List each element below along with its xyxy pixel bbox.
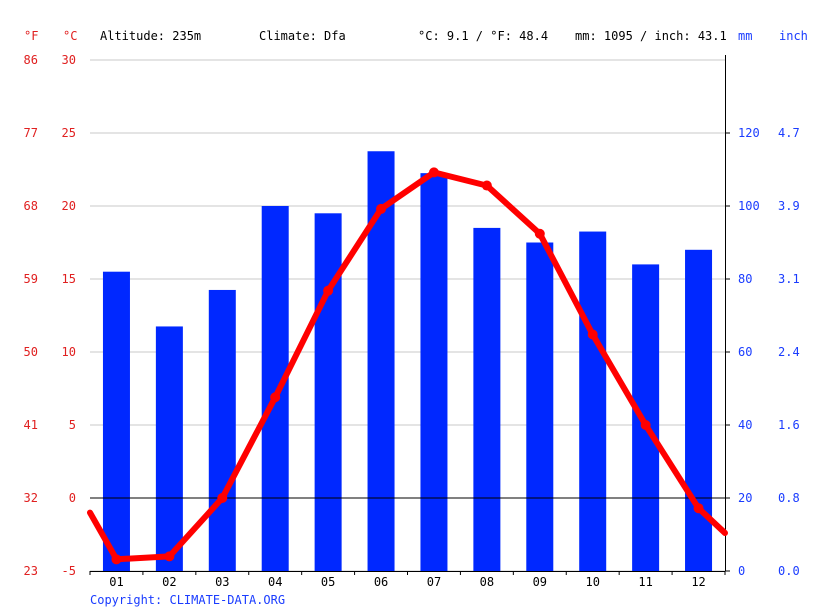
tick-c-3: 10 <box>62 345 76 359</box>
month-label-10: 10 <box>585 575 599 589</box>
tick-f-0: 23 <box>24 564 38 578</box>
tick-c-7: 30 <box>62 53 76 67</box>
precipitation-bars <box>102 151 713 572</box>
temp-point-04 <box>270 392 281 403</box>
temp-point-08 <box>481 180 492 191</box>
temp-point-10 <box>587 329 598 340</box>
month-label-12: 12 <box>691 575 705 589</box>
tick-mm-1: 20 <box>738 491 752 505</box>
temp-point-01 <box>111 554 122 565</box>
tick-inch-5: 3.9 <box>778 199 800 213</box>
precip-bar-07 <box>420 173 448 571</box>
axes <box>89 55 730 575</box>
grid-lines <box>90 59 725 572</box>
tick-inch-4: 3.1 <box>778 272 800 286</box>
tick-mm-3: 60 <box>738 345 752 359</box>
inch-unit-label: inch <box>779 29 808 43</box>
month-label-06: 06 <box>374 575 388 589</box>
tick-c-0: -5 <box>62 564 76 578</box>
month-label-08: 08 <box>480 575 494 589</box>
temp-point-05 <box>323 285 334 296</box>
tick-c-6: 25 <box>62 126 76 140</box>
fahrenheit-unit-label: °F <box>24 29 38 43</box>
tick-inch-2: 1.6 <box>778 418 800 432</box>
precip-bar-11 <box>632 264 660 571</box>
temp-point-06 <box>376 203 387 214</box>
precip-bar-12 <box>685 249 713 572</box>
avg-temp-label: °C: 9.1 / °F: 48.4 <box>418 29 548 43</box>
precip-bar-09 <box>526 242 554 571</box>
copyright-link[interactable]: Copyright: CLIMATE-DATA.ORG <box>90 593 285 607</box>
precip-bar-04 <box>261 206 289 571</box>
precip-bar-08 <box>473 227 501 571</box>
month-label-01: 01 <box>109 575 123 589</box>
month-label-11: 11 <box>638 575 652 589</box>
precip-bar-05 <box>314 213 342 572</box>
tick-f-1: 32 <box>24 491 38 505</box>
tick-f-6: 77 <box>24 126 38 140</box>
total-precip-label: mm: 1095 / inch: 43.1 <box>575 29 727 43</box>
precip-bar-02 <box>155 326 183 571</box>
tick-c-4: 15 <box>62 272 76 286</box>
month-label-05: 05 <box>321 575 335 589</box>
tick-mm-4: 80 <box>738 272 752 286</box>
altitude-label: Altitude: 235m <box>100 29 201 43</box>
temperature-line <box>87 167 728 565</box>
tick-mm-0: 0 <box>738 564 745 578</box>
mm-unit-label: mm <box>738 29 752 43</box>
tick-inch-6: 4.7 <box>778 126 800 140</box>
tick-labels: 23 -5 32 0 41 5 50 10 59 15 68 20 77 25 86 30 0 0.0 20 0.8 4… <box>24 53 800 589</box>
celsius-unit-label: °C <box>63 29 77 43</box>
tick-f-3: 50 <box>24 345 38 359</box>
month-label-03: 03 <box>215 575 229 589</box>
temp-point-12 <box>693 503 704 514</box>
tick-inch-3: 2.4 <box>778 345 800 359</box>
tick-f-2: 41 <box>24 418 38 432</box>
temp-point-11 <box>640 420 651 430</box>
tick-c-2: 5 <box>69 418 76 432</box>
temperature-polyline <box>87 169 728 563</box>
tick-c-1: 0 <box>69 491 76 505</box>
temp-point-03 <box>217 493 228 503</box>
month-label-02: 02 <box>162 575 176 589</box>
tick-mm-6: 120 <box>738 126 760 140</box>
climate-label: Climate: Dfa <box>259 29 346 43</box>
precip-bar-10 <box>579 231 607 572</box>
tick-c-5: 20 <box>62 199 76 213</box>
precip-bar-01 <box>102 271 130 571</box>
month-label-09: 09 <box>533 575 547 589</box>
tick-f-4: 59 <box>24 272 38 286</box>
tick-f-5: 68 <box>24 199 38 213</box>
tick-f-7: 86 <box>24 53 38 67</box>
precip-bar-03 <box>208 289 236 571</box>
temp-point-09 <box>534 228 545 239</box>
tick-inch-0: 0.0 <box>778 564 800 578</box>
tick-mm-5: 100 <box>738 199 760 213</box>
month-label-04: 04 <box>268 575 282 589</box>
tick-mm-2: 40 <box>738 418 752 432</box>
temp-point-07 <box>428 167 439 178</box>
month-label-07: 07 <box>427 575 441 589</box>
temp-point-02 <box>164 551 175 562</box>
tick-inch-1: 0.8 <box>778 491 800 505</box>
